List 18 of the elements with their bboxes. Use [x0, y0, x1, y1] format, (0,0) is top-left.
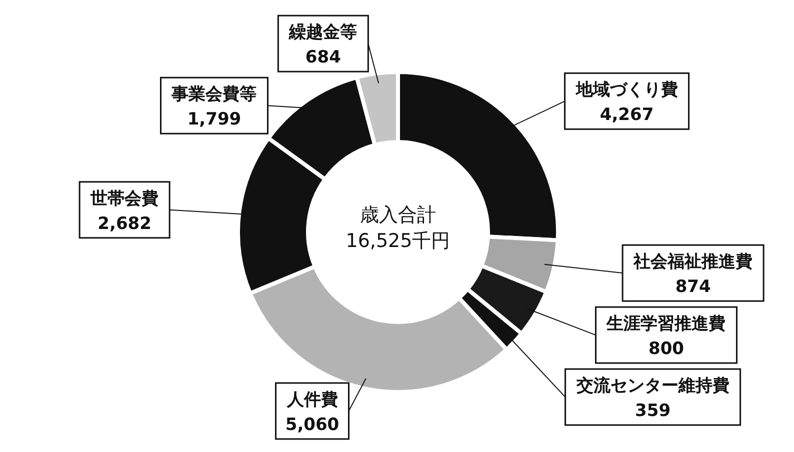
- data-label: 4,267: [600, 105, 654, 126]
- slice-label: 社会福祉推進費: [632, 252, 753, 272]
- slice-label: 繰越金等: [288, 22, 358, 43]
- slice-label: 地域づくり費: [574, 80, 678, 100]
- data-label: 800: [648, 339, 684, 360]
- slice-label: 生涯学習推進費: [606, 314, 726, 334]
- slice-label: 事業会費等: [170, 84, 257, 105]
- slice-label: 世帯会費: [90, 188, 159, 209]
- data-label: 1,799: [187, 110, 242, 130]
- data-label: 874: [675, 277, 711, 298]
- data-label: 684: [305, 48, 342, 68]
- slice-label: 交流センター維持費: [575, 376, 730, 396]
- data-label: 2,682: [98, 214, 152, 234]
- data-label: 5,060: [285, 415, 340, 435]
- text: 16,525千円: [344, 229, 452, 254]
- slice-label: 人件費: [286, 390, 338, 410]
- data-label: 359: [635, 401, 671, 422]
- text: 歳入合計: [359, 203, 437, 228]
